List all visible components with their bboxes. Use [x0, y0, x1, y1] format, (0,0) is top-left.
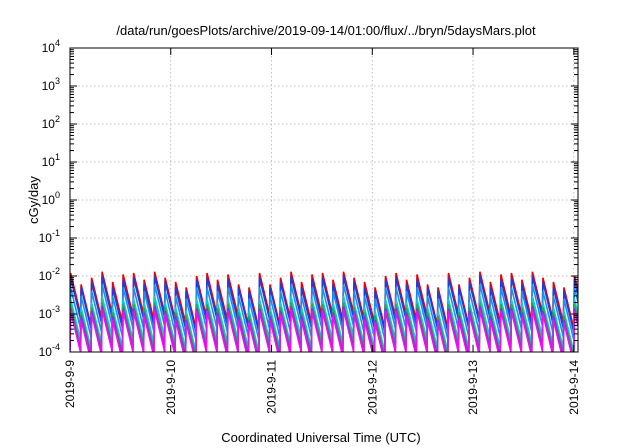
x-tick-label: 2019-9-12	[365, 360, 379, 415]
x-tick-label: 2019-9-9	[63, 360, 77, 408]
y-tick-label: 10-3	[39, 304, 60, 321]
y-tick-label: 103	[42, 76, 60, 93]
y-tick-label: 100	[42, 190, 60, 207]
y-tick-label: 101	[42, 152, 60, 169]
y-axis-ticks: 10-4 10-3 10-2 10-1 100 101 102 103 104	[39, 38, 578, 359]
y-axis-label: cGy/day	[26, 176, 41, 224]
series-line-6	[70, 309, 578, 352]
series-lines	[70, 271, 578, 352]
chart-title: /data/run/goesPlots/archive/2019-09-14/0…	[116, 23, 536, 38]
y-tick-label: 102	[42, 114, 60, 131]
y-tick-label: 10-1	[39, 228, 60, 245]
y-tick-label: 104	[42, 38, 60, 55]
x-tick-label: 2019-9-13	[466, 360, 480, 415]
x-tick-label: 2019-9-10	[164, 360, 178, 415]
x-tick-label: 2019-9-11	[265, 360, 279, 414]
y-tick-label: 10-4	[39, 342, 60, 359]
x-axis-ticks: 2019-9-9 2019-9-10 2019-9-11 2019-9-12 2019-…	[63, 48, 581, 415]
x-axis-label: Coordinated Universal Time (UTC)	[221, 430, 420, 445]
x-tick-label: 2019-9-14	[567, 360, 581, 415]
y-tick-label: 10-2	[39, 266, 60, 283]
